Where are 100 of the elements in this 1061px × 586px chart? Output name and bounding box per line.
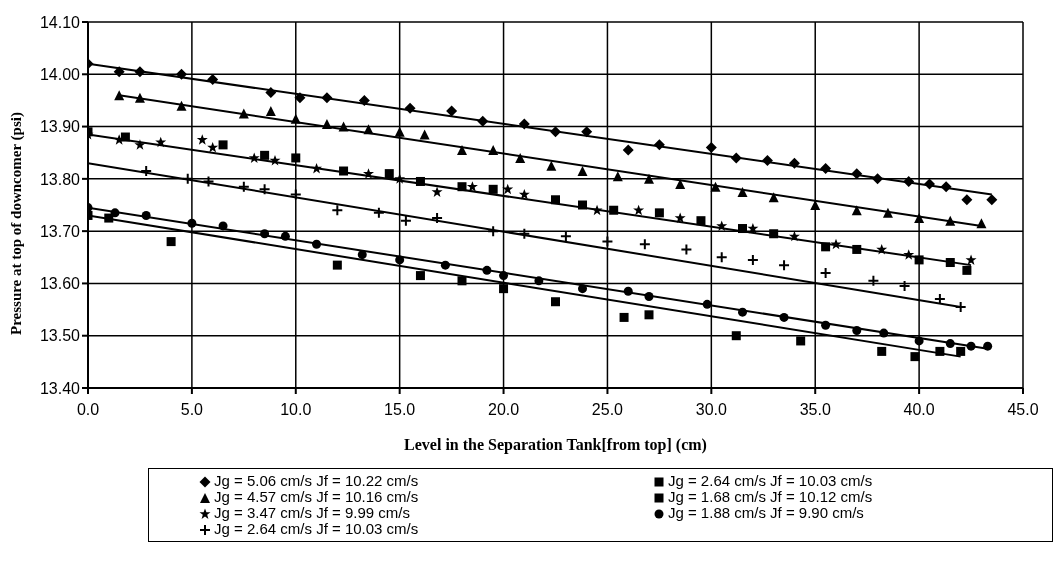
point [218,140,228,150]
point [966,341,976,351]
point [638,238,651,251]
point [867,274,880,287]
point [155,136,167,148]
y-tick-label: 14.00 [39,65,81,83]
point [778,259,791,272]
point [394,173,406,184]
point [761,155,773,167]
point [457,182,467,192]
point [738,307,747,317]
point [357,250,367,260]
point [810,200,821,210]
x-axis-title: Level in the Separation Tank[from top] (cm) [404,436,707,454]
point [872,173,884,185]
point [488,145,499,156]
point [363,124,374,135]
y-tick-label: 13.80 [39,170,81,188]
point [238,108,249,119]
point [237,180,250,193]
point [218,221,228,231]
point [338,121,349,132]
point [578,284,588,294]
point [176,68,187,80]
point [431,186,443,197]
point [196,134,208,145]
point [363,168,374,179]
y-tick-label: 13.90 [39,118,81,136]
point [502,183,514,195]
point [550,126,561,138]
point [258,183,271,196]
point [104,213,114,223]
point [419,129,430,140]
point [983,341,993,351]
legend-label: Jg = 4.57 cm/s Jf = 10.16 cm/s [214,488,419,505]
point [962,265,972,275]
point [482,265,492,275]
point [518,227,531,240]
x-tick-label: 15.0 [384,401,416,419]
point [903,175,915,187]
point [945,215,956,226]
point [358,94,370,106]
point [294,92,306,104]
point [207,141,219,153]
point [518,189,530,200]
point [415,176,425,186]
point [903,249,915,260]
y-tick-label: 13.40 [39,379,81,397]
point [477,115,489,127]
point [680,243,693,256]
point [265,87,277,99]
point [779,312,789,322]
point [654,208,664,218]
x-tick-label: 0.0 [76,401,100,419]
point [551,195,560,205]
point [166,237,176,247]
point [181,172,194,185]
point [499,284,509,294]
point [248,152,260,163]
point [457,276,467,286]
point [956,346,966,356]
point [446,105,458,117]
point [653,139,665,151]
point [738,224,747,234]
point [696,216,706,226]
point [914,336,924,346]
point [269,155,281,166]
point [141,210,151,220]
point [134,92,145,103]
point [976,218,987,229]
point [440,260,450,270]
point [176,100,187,111]
point [551,297,560,307]
point [260,229,270,239]
point [488,184,498,194]
point [622,144,634,156]
point [280,231,290,241]
point [852,244,862,254]
point [821,320,831,330]
point [114,90,125,101]
point [716,220,728,231]
point [674,212,686,224]
x-tick-label: 40.0 [903,401,935,419]
point [768,192,779,203]
point [731,331,741,341]
point [487,225,500,238]
point [404,102,416,114]
point [331,204,344,217]
point [769,229,779,239]
point [945,339,955,349]
point [534,276,544,286]
legend-label: Jg = 3.47 cm/s Jf = 9.99 cm/s [214,504,410,521]
point [332,260,342,270]
point [986,194,998,206]
x-tick-label: 20.0 [487,401,520,419]
x-tick-label: 30.0 [695,401,728,419]
point [879,328,889,338]
legend-label: Jg = 2.64 cm/s Jf = 10.03 cm/s [667,472,873,489]
point [852,325,862,335]
x-tick-label: 10.0 [280,401,312,419]
